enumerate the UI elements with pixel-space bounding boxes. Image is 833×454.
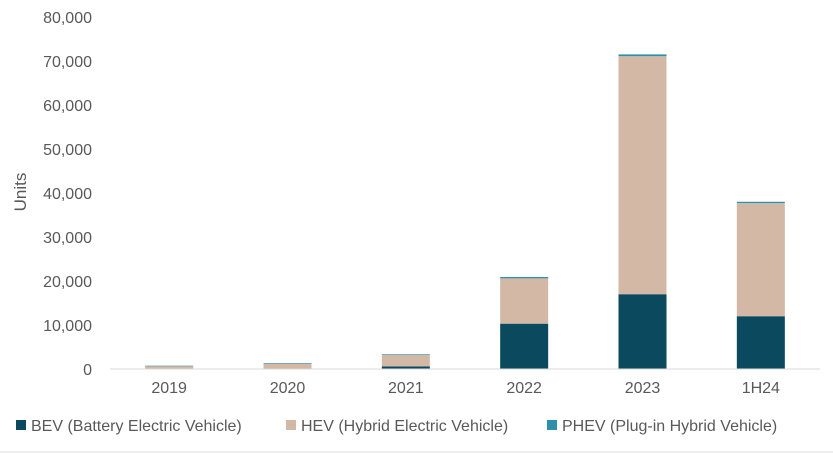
y-axis: 0 10,000 20,000 30,000 40,000 50,000 60,000 70,… bbox=[43, 10, 92, 379]
legend-swatch bbox=[16, 420, 26, 430]
bar-segment-bev-2022 bbox=[500, 323, 549, 369]
x-tick-label: 2022 bbox=[506, 380, 542, 397]
bar-segment-hev-2022 bbox=[500, 278, 549, 324]
y-tick-label: 50,000 bbox=[43, 142, 92, 159]
bar-segment-phev-2022 bbox=[500, 277, 549, 279]
bar-segment-bev-1h24 bbox=[736, 316, 785, 369]
bar-segment-hev-1h24 bbox=[736, 203, 785, 317]
y-tick-label: 10,000 bbox=[43, 318, 92, 335]
x-tick-label: 2020 bbox=[270, 380, 306, 397]
legend: BEV (Battery Electric Vehicle) HEV (Hybri… bbox=[16, 418, 777, 435]
legend-swatch bbox=[547, 420, 557, 430]
legend-label: PHEV (Plug-in Hybrid Vehicle) bbox=[562, 418, 777, 435]
x-tick-label: 2019 bbox=[151, 380, 187, 397]
x-tick-label: 2023 bbox=[625, 380, 661, 397]
x-tick-label: 2021 bbox=[388, 380, 424, 397]
bar-segment-phev-2021 bbox=[381, 354, 430, 355]
bar-segment-phev-1h24 bbox=[736, 201, 785, 204]
bar-segment-hev-2023 bbox=[618, 56, 667, 295]
y-tick-label: 40,000 bbox=[43, 186, 92, 203]
x-axis: 2019 2020 2021 2022 2023 1H24 bbox=[151, 380, 780, 397]
bar-segment-phev-2020 bbox=[263, 363, 312, 364]
bars bbox=[145, 54, 785, 370]
legend-item-hev: HEV (Hybrid Electric Vehicle) bbox=[286, 418, 508, 435]
y-tick-label: 20,000 bbox=[43, 274, 92, 291]
bar-segment-bev-2021 bbox=[381, 366, 430, 369]
y-tick-label: 30,000 bbox=[43, 230, 92, 247]
bar-segment-phev-2023 bbox=[618, 54, 667, 57]
legend-label: BEV (Battery Electric Vehicle) bbox=[31, 418, 242, 435]
y-tick-label: 70,000 bbox=[43, 54, 92, 71]
legend-item-bev: BEV (Battery Electric Vehicle) bbox=[16, 418, 242, 435]
y-tick-label: 0 bbox=[83, 362, 92, 379]
bar-segment-bev-2023 bbox=[618, 294, 667, 369]
bar-segment-hev-2020 bbox=[263, 363, 312, 369]
x-tick-label: 1H24 bbox=[742, 380, 780, 397]
bar-segment-phev-2019 bbox=[145, 365, 194, 367]
y-tick-label: 80,000 bbox=[43, 10, 92, 27]
y-tick-label: 60,000 bbox=[43, 98, 92, 115]
legend-swatch bbox=[286, 420, 296, 430]
legend-label: HEV (Hybrid Electric Vehicle) bbox=[301, 418, 508, 435]
y-axis-label: Units bbox=[11, 173, 30, 212]
bar-segment-hev-2021 bbox=[381, 354, 430, 367]
bar-segment-hev-2019 bbox=[145, 365, 194, 369]
legend-item-phev: PHEV (Plug-in Hybrid Vehicle) bbox=[547, 418, 777, 435]
